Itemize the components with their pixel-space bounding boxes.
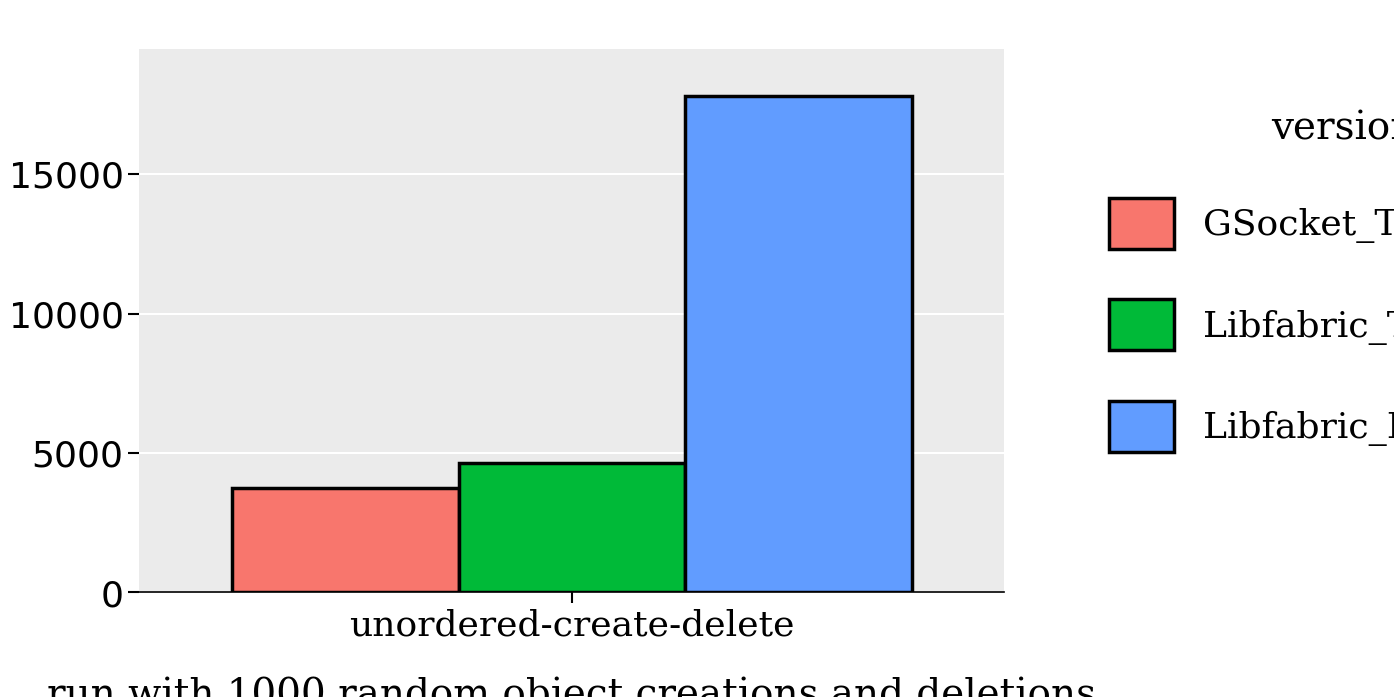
Bar — [231, 488, 459, 592]
Bar — [684, 96, 912, 592]
Legend: GSocket_TCP, Libfabric_TCP, Libfabric_InfiniBand: GSocket_TCP, Libfabric_TCP, Libfabric_In… — [1065, 67, 1394, 496]
X-axis label: run with 1000 random object creations and deletions: run with 1000 random object creations an… — [47, 677, 1096, 697]
Bar — [459, 463, 684, 592]
